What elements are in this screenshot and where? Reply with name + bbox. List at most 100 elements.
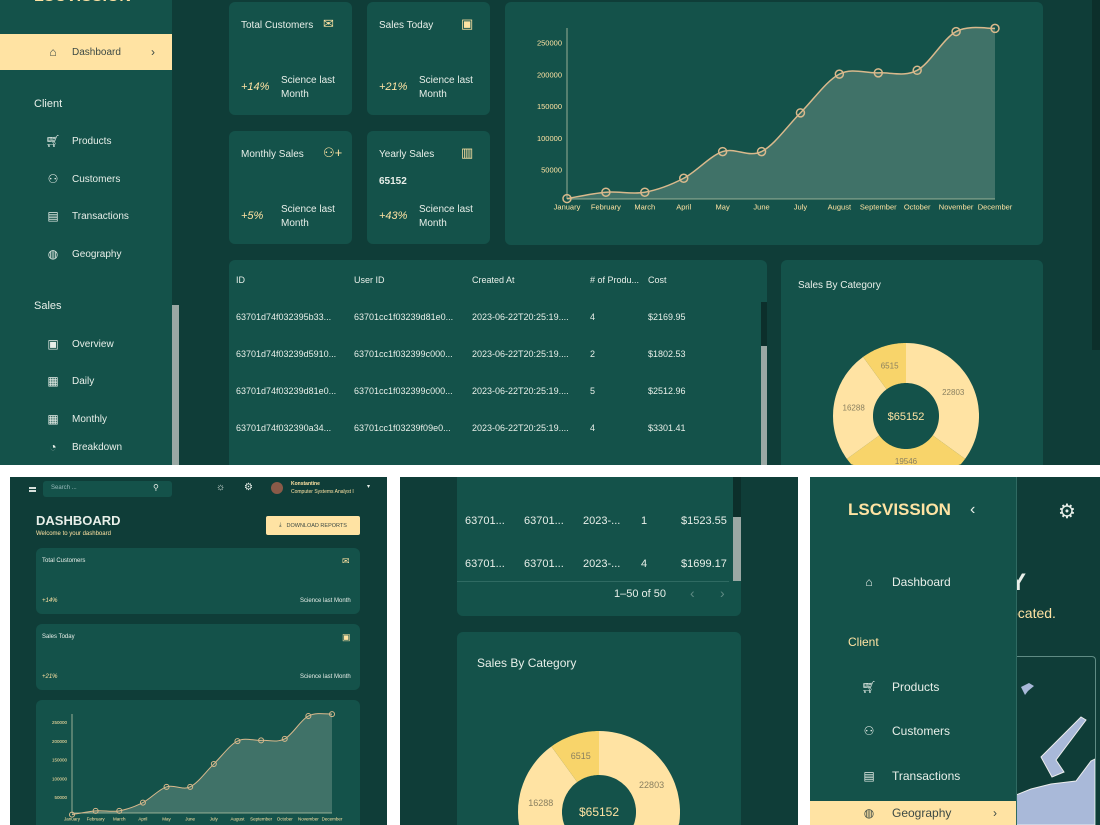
data-point[interactable] (210, 760, 217, 767)
sidebar-item-label: Daily (72, 375, 95, 387)
table-scrollbar[interactable] (761, 302, 767, 465)
light-mode-icon[interactable]: ☼ (216, 482, 226, 493)
sales-by-category-donut-narrow: 22803 16288 6515 $65152 (518, 731, 680, 825)
data-point[interactable] (163, 783, 170, 790)
sidebar-item-geography[interactable]: ◍ Geography (0, 236, 172, 272)
table-divider (457, 581, 729, 582)
donut-slice[interactable] (906, 343, 979, 459)
gear-icon[interactable]: ⚙ (244, 482, 253, 493)
data-point[interactable] (990, 23, 1000, 34)
previous-page-button[interactable]: ‹ (690, 585, 695, 601)
data-point[interactable] (873, 68, 884, 78)
next-page-button[interactable]: › (720, 585, 725, 601)
sales-line-chart-narrow: 50000 100000 150000 200000 250000 January Febr… (52, 711, 343, 822)
stat-change: +43% (379, 210, 408, 222)
data-point[interactable] (795, 108, 806, 118)
stat-note: Science last Month (300, 674, 351, 680)
download-label: DOWNLOAD REPORTS (286, 522, 347, 529)
table-row[interactable]: 63701d74f032390a34... 63701cc1f03239f09e0… (229, 423, 759, 437)
data-point[interactable] (234, 738, 241, 745)
sidebar-item-breakdown[interactable]: ◔ Breakdown (0, 429, 172, 465)
donut-slice[interactable] (846, 435, 966, 465)
donut-slice[interactable] (833, 356, 887, 459)
slice-label: 19546 (895, 457, 918, 465)
data-point[interactable] (678, 173, 689, 184)
donut-slice[interactable] (863, 343, 906, 390)
x-tick-label: November (298, 817, 319, 822)
sidebar-item-customers[interactable]: ⚇ Customers (810, 713, 1016, 749)
table-cell: 2023-06-22T20:25:19.... (472, 423, 569, 433)
page-scrollbar[interactable] (1092, 0, 1100, 350)
table-scrollbar[interactable] (733, 477, 741, 581)
sidebar-item-products[interactable]: 🛒︎ Products (810, 669, 1016, 705)
area-fill (567, 27, 995, 200)
dashboard-narrow-view: Search ... ⚲ ☼ ⚙ Konstantine Computer Sy… (10, 477, 387, 825)
data-point[interactable] (562, 193, 572, 204)
data-point[interactable] (329, 711, 335, 718)
data-point[interactable] (834, 69, 845, 79)
donut-slice[interactable] (551, 731, 599, 783)
column-header[interactable]: ID (236, 275, 245, 285)
download-icon: ⤓ (279, 522, 282, 528)
column-header[interactable]: Created At (472, 275, 515, 285)
data-point[interactable] (951, 26, 961, 37)
data-point[interactable] (601, 187, 611, 197)
table-row[interactable]: 63701... 63701... 2023-... 4 $1699.17 (457, 558, 727, 572)
sidebar-item-monthly[interactable]: ▦ Monthly (0, 401, 172, 437)
data-point[interactable] (717, 146, 728, 157)
column-header[interactable]: Cost (648, 275, 667, 285)
data-point[interactable] (305, 712, 312, 719)
data-point[interactable] (756, 146, 767, 157)
stat-change: +14% (42, 598, 58, 604)
table-scrollbar-track (761, 302, 767, 346)
column-header[interactable]: User ID (354, 275, 385, 285)
sidebar-item-products[interactable]: 🛒︎ Products (0, 123, 172, 159)
y-tick-label: 50000 (541, 166, 562, 175)
geography-map-panel (1010, 656, 1096, 825)
data-point[interactable] (281, 735, 288, 742)
data-point[interactable] (92, 807, 99, 814)
data-point[interactable] (187, 783, 194, 790)
sidebar-item-daily[interactable]: ▦ Daily (0, 363, 172, 399)
y-tick-label: 250000 (537, 39, 562, 48)
stat-note: Science last Month (419, 204, 473, 229)
column-header[interactable]: # of Produ... (590, 275, 640, 285)
table-row[interactable]: 63701... 63701... 2023-... 1 $1523.55 (457, 515, 727, 529)
avatar[interactable] (271, 482, 283, 494)
sidebar-scrollbar[interactable] (172, 305, 179, 465)
sales-line-chart-panel-narrow (36, 700, 360, 825)
data-point[interactable] (258, 737, 265, 744)
home-icon: ⌂ (865, 575, 873, 589)
sidebar-item-customers[interactable]: ⚇ Customers (0, 161, 172, 197)
data-point[interactable] (69, 811, 75, 818)
sidebar-item-overview[interactable]: ▣ Overview (0, 326, 172, 362)
data-point[interactable] (640, 187, 650, 197)
collapse-sidebar-button[interactable]: ‹ (970, 501, 976, 518)
menu-icon[interactable] (29, 487, 36, 492)
geography-mobile-view: Y ocated. ⚙ LSCVISSION ‹ ⌂ Dashboard Cli… (810, 477, 1100, 825)
sidebar-item-label: Customers (892, 724, 951, 738)
sidebar-item-dashboard[interactable]: ⌂ Dashboard › (0, 34, 172, 70)
traffic-icon: ▥ (461, 145, 474, 160)
data-point[interactable] (912, 65, 922, 76)
table-row[interactable]: 63701d74f03239d81e0... 63701cc1f032399c00… (229, 386, 759, 400)
data-point[interactable] (139, 799, 146, 806)
download-reports-button[interactable]: ⤓ DOWNLOAD REPORTS (266, 516, 360, 535)
sidebar-item-geography[interactable]: ◍ Geography › (810, 801, 1016, 825)
data-point[interactable] (116, 807, 123, 814)
sidebar-item-dashboard[interactable]: ⌂ Dashboard (810, 564, 1016, 600)
caret-down-icon[interactable]: ▾ (367, 484, 371, 490)
table-row[interactable]: 63701d74f032395b33... 63701cc1f03239d81e0… (229, 312, 759, 326)
search-input[interactable]: Search ... ⚲ (43, 481, 172, 497)
sidebar-item-transactions[interactable]: ▤ Transactions (810, 758, 1016, 794)
sidebar-item-transactions[interactable]: ▤ Transactions (0, 198, 172, 234)
table-cell: 1 (641, 515, 648, 527)
gear-icon[interactable]: ⚙ (1058, 501, 1076, 523)
table-cell: $1802.53 (648, 349, 686, 359)
donut-slice[interactable] (599, 731, 680, 825)
sales-by-category-title: Sales By Category (477, 656, 577, 670)
stat-change: +21% (42, 674, 58, 680)
sales-by-category-donut: 22803 19546 16288 6515 $65152 (833, 343, 979, 465)
donut-slice[interactable] (518, 746, 578, 825)
table-row[interactable]: 63701d74f03239d5910... 63701cc1f032399c00… (229, 349, 759, 363)
